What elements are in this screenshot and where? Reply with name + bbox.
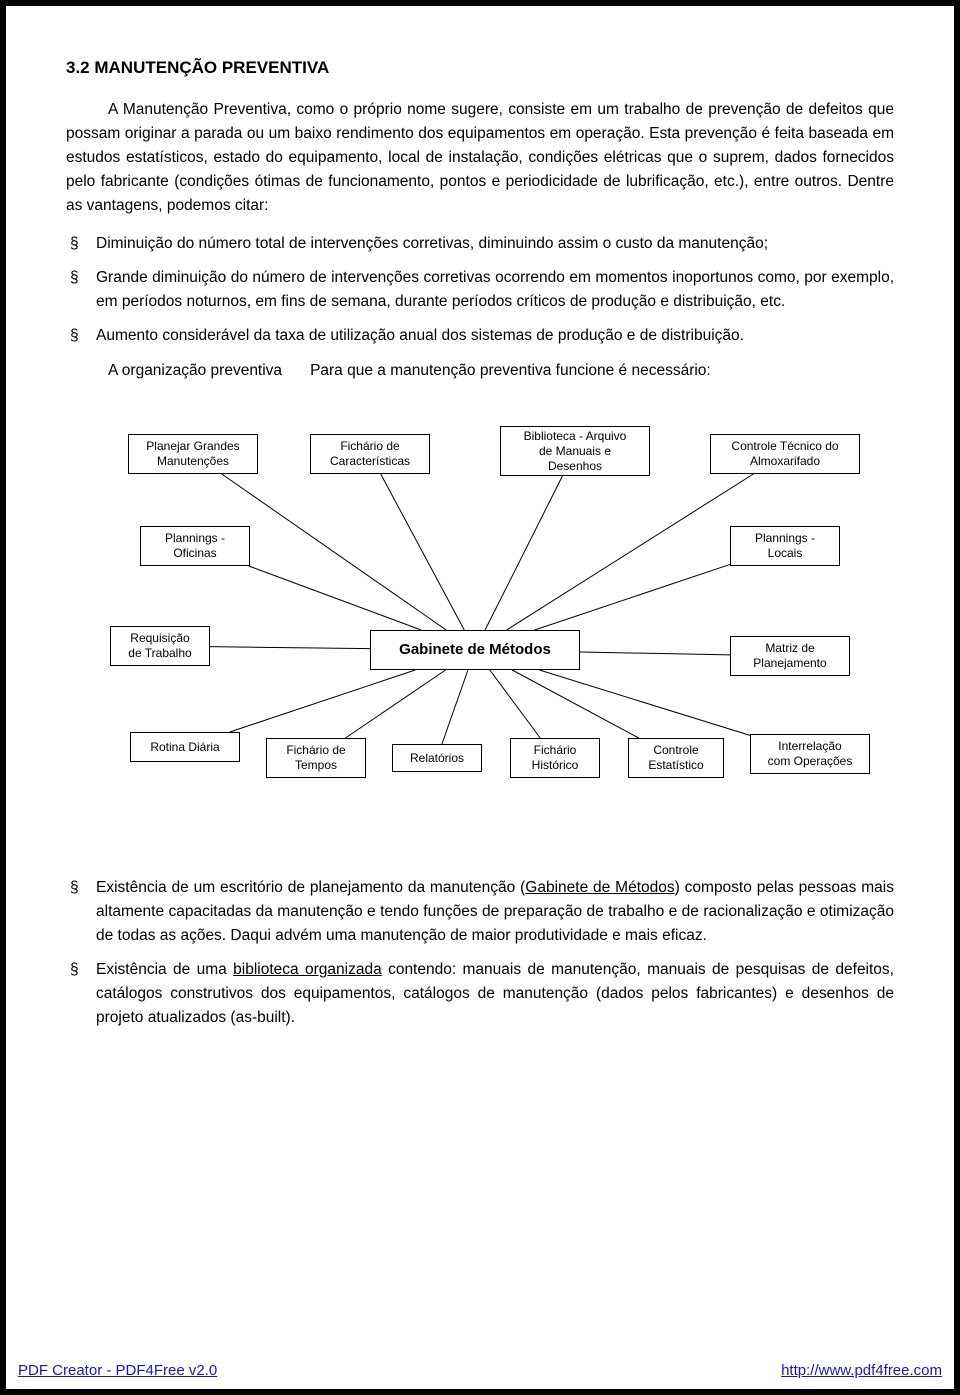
- underlined-term: Gabinete de Métodos: [525, 879, 674, 896]
- diagram-node: Rotina Diária: [130, 732, 240, 762]
- diagram-center-node: Gabinete de Métodos: [370, 630, 580, 670]
- bullet-text: Existência de uma biblioteca organizada …: [96, 958, 894, 1030]
- bullet-text: Diminuição do número total de intervençõ…: [96, 232, 894, 256]
- underlined-term: biblioteca organizada: [233, 961, 382, 978]
- diagram-node: Planejar GrandesManutenções: [128, 434, 258, 474]
- diagram-node: Interrelaçãocom Operações: [750, 734, 870, 774]
- diagram-node: ControleEstatístico: [628, 738, 724, 778]
- diagram-node: Biblioteca - Arquivode Manuais eDesenhos: [500, 426, 650, 476]
- diagram-node: Plannings -Oficinas: [140, 526, 250, 566]
- section-heading: 3.2 MANUTENÇÃO PREVENTIVA: [66, 58, 894, 78]
- diagram-node: Fichário deCaracterísticas: [310, 434, 430, 474]
- pdf-footer: PDF Creator - PDF4Free v2.0 http://www.p…: [6, 1362, 954, 1379]
- bullet-mark: §: [66, 324, 96, 348]
- methods-diagram: Gabinete de Métodos Planejar GrandesManut…: [70, 420, 890, 840]
- bullet-text: Grande diminuição do número de intervenç…: [96, 266, 894, 314]
- bullet-text: Existência de um escritório de planejame…: [96, 876, 894, 948]
- bullet-mark: §: [66, 958, 96, 1030]
- org-right: Para que a manutenção preventiva funcion…: [310, 362, 894, 380]
- list-item: §Aumento considerável da taxa de utiliza…: [66, 324, 894, 348]
- bullet-text: Aumento considerável da taxa de utilizaç…: [96, 324, 894, 348]
- diagram-node: Relatórios: [392, 744, 482, 772]
- diagram-node: FichárioHistórico: [510, 738, 600, 778]
- bullet-mark: §: [66, 266, 96, 314]
- advantages-list: §Diminuição do número total de intervenç…: [66, 232, 894, 348]
- diagram-node: Fichário deTempos: [266, 738, 366, 778]
- intro-paragraph: A Manutenção Preventiva, como o próprio …: [66, 98, 894, 218]
- list-item: §Existência de uma biblioteca organizada…: [66, 958, 894, 1030]
- diagram-node: Requisiçãode Trabalho: [110, 626, 210, 666]
- document-page: 3.2 MANUTENÇÃO PREVENTIVA A Manutenção P…: [0, 0, 960, 1395]
- footer-left: PDF Creator - PDF4Free v2.0: [18, 1362, 217, 1379]
- list-item: §Existência de um escritório de planejam…: [66, 876, 894, 948]
- org-row: A organização preventiva Para que a manu…: [66, 362, 894, 380]
- list-item: §Grande diminuição do número de interven…: [66, 266, 894, 314]
- bullet-mark: §: [66, 876, 96, 948]
- diagram-node: Matriz dePlanejamento: [730, 636, 850, 676]
- footer-right: http://www.pdf4free.com: [781, 1362, 942, 1379]
- org-left: A organização preventiva: [66, 362, 310, 380]
- diagram-node: Plannings -Locais: [730, 526, 840, 566]
- bullet-mark: §: [66, 232, 96, 256]
- requirements-list: §Existência de um escritório de planejam…: [66, 876, 894, 1030]
- list-item: §Diminuição do número total de intervenç…: [66, 232, 894, 256]
- diagram-node: Controle Técnico doAlmoxarifado: [710, 434, 860, 474]
